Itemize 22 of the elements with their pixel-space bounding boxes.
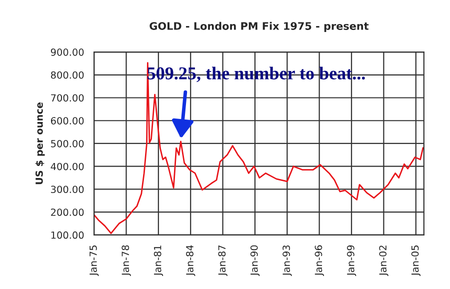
y-axis-title: US $ per ounce — [35, 102, 45, 184]
x-tick-label: Jan-99 — [346, 245, 356, 276]
y-tick-label: 300.00 — [51, 186, 84, 194]
x-tick-label: Jan-90 — [250, 245, 260, 276]
x-tick-label: Jan-81 — [154, 246, 164, 276]
y-tick-label: 400.00 — [50, 162, 84, 170]
y-tick-label: 200.00 — [51, 208, 84, 216]
y-tick-label: 700.00 — [51, 94, 84, 102]
y-tick-label: 800.00 — [50, 71, 84, 79]
x-tick-label: Jan-02 — [379, 246, 388, 276]
x-tick-label: Jan-84 — [186, 245, 196, 276]
x-tick-label: Jan-93 — [282, 245, 292, 276]
y-tick-label: 900.00 — [50, 48, 84, 56]
x-tick-label: Jan-87 — [218, 246, 228, 276]
x-tick-label: Jan-96 — [314, 245, 324, 276]
y-tick-label: 500.00 — [51, 140, 84, 148]
x-tick-label: Jan-05 — [411, 246, 421, 276]
y-tick-label: 600.00 — [50, 117, 84, 124]
x-tick-label: Jan-75 — [90, 246, 99, 276]
x-tick-label: Jan-78 — [122, 245, 131, 276]
y-tick-label: 100.00 — [51, 231, 84, 239]
chart-title: GOLD - London PM Fix 1975 - present — [150, 22, 369, 32]
